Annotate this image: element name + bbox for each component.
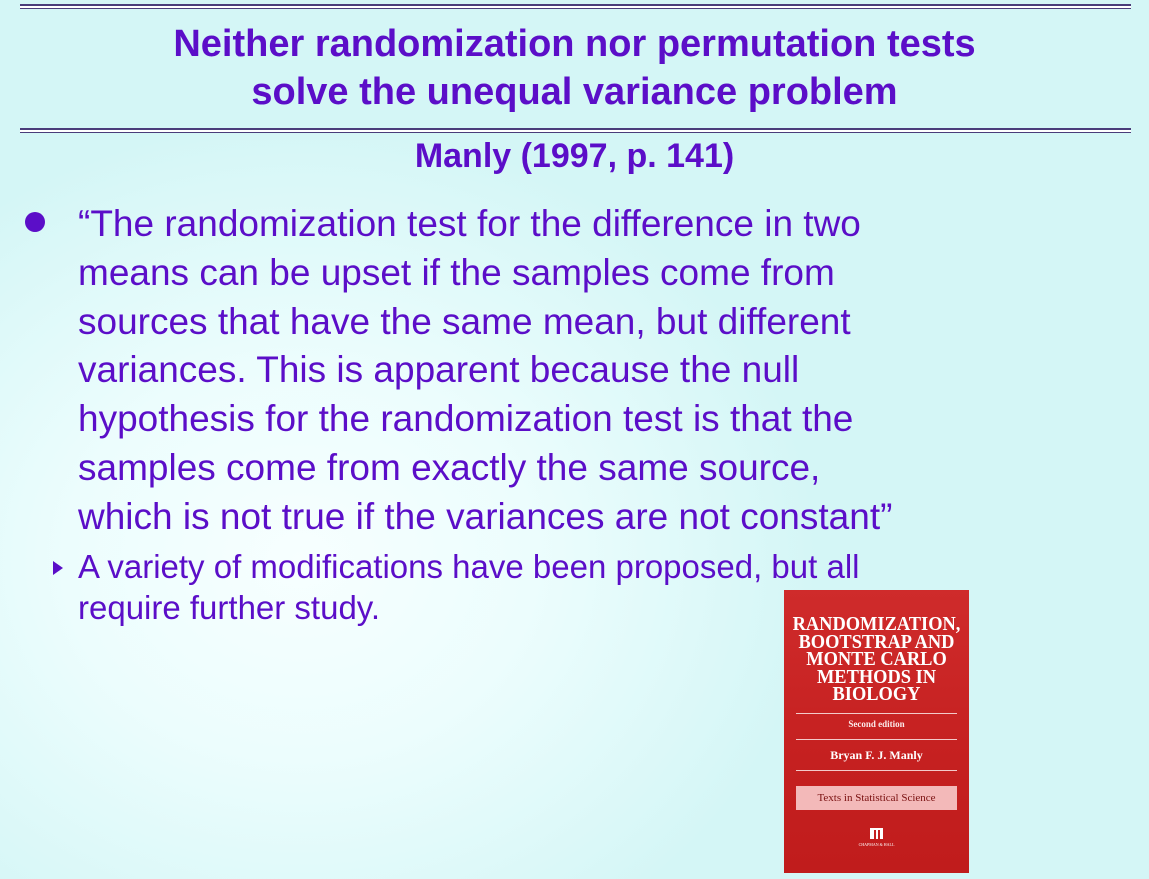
title-line-1: Neither randomization nor permutation te… [173, 23, 976, 65]
book-title: RANDOMIZATION, BOOTSTRAP AND MONTE CARLO… [791, 613, 961, 705]
quote-line: sources that have the same mean, but dif… [78, 300, 851, 342]
book-rule [796, 739, 957, 740]
quote-line: samples come from exactly the same sourc… [78, 446, 821, 488]
sub-bullet-text: A variety of modifications have been pro… [78, 546, 1058, 628]
bullet-dot-icon [25, 212, 45, 232]
slide-title: Neither randomization nor permutation te… [0, 20, 1149, 116]
top-divider [20, 4, 1131, 9]
quote-line: which is not true if the variances are n… [78, 495, 893, 537]
publisher-logo-icon [870, 828, 883, 839]
book-rule [796, 770, 957, 771]
book-publisher: CHAPMAN & HALL [858, 842, 895, 847]
quote-line: “The randomization test for the differen… [78, 203, 861, 244]
book-title-line: BOOTSTRAP AND [798, 630, 955, 653]
book-edition: Second edition [848, 719, 905, 729]
quote-line: hypothesis for the randomization test is… [78, 398, 854, 440]
sub-bullet-triangle-icon [53, 561, 63, 575]
quote-line: means can be upset if the samples come f… [78, 251, 835, 293]
citation-subtitle: Manly (1997, p. 141) [414, 137, 735, 175]
book-title-line: MONTE CARLO [806, 648, 947, 670]
book-cover-image: RANDOMIZATION, BOOTSTRAP AND MONTE CARLO… [784, 590, 969, 873]
sub-line: require further study. [78, 589, 381, 626]
title-divider [20, 128, 1131, 133]
quote-text: “The randomization test for the differen… [78, 200, 1138, 542]
book-rule [796, 713, 957, 714]
book-author: Bryan F. J. Manly [830, 748, 923, 762]
book-title-line: BIOLOGY [832, 683, 921, 705]
book-title-line: METHODS IN [816, 665, 937, 688]
title-line-2: solve the unequal variance problem [251, 71, 898, 113]
book-title-line: RANDOMIZATION, [792, 613, 961, 635]
sub-line: A variety of modifications have been pro… [78, 548, 860, 585]
quote-line: variances. This is apparent because the … [78, 349, 800, 391]
book-series: Texts in Statistical Science [796, 786, 957, 810]
